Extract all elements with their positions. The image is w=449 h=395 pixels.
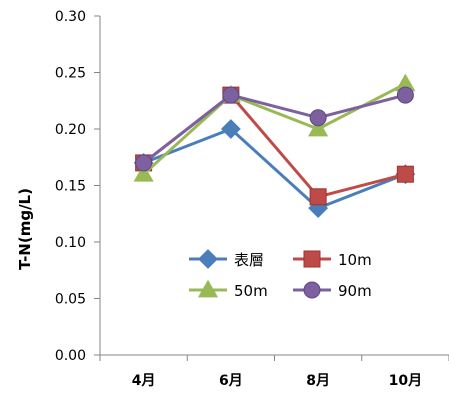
legend-marker <box>197 279 219 298</box>
x-tick-label: 10月 <box>389 373 422 389</box>
y-tick-label: 0.00 <box>55 348 86 364</box>
legend-marker <box>198 249 218 269</box>
legend-item: 表層 <box>189 249 264 269</box>
legend-item: 90m <box>293 281 372 300</box>
y-tick-label: 0.20 <box>55 122 86 138</box>
x-tick-label: 4月 <box>132 373 156 389</box>
legend-item: 50m <box>189 279 268 300</box>
data-point <box>220 119 241 139</box>
series-layer <box>133 73 416 219</box>
y-tick-label: 0.25 <box>55 66 86 82</box>
legend-label: 10m <box>338 251 372 269</box>
x-tick-label: 6月 <box>219 373 243 389</box>
data-point <box>396 165 414 183</box>
data-point <box>309 109 327 127</box>
series-2 <box>133 73 416 182</box>
data-point <box>309 188 327 206</box>
y-tick-label: 0.05 <box>55 292 86 308</box>
y-tick-label: 0.30 <box>55 9 86 25</box>
legend-label: 90m <box>338 282 372 300</box>
legend-label: 表層 <box>234 251 264 269</box>
data-point <box>396 86 414 104</box>
series-line <box>142 93 406 165</box>
y-axis-label: T-N(mg/L) <box>16 188 34 270</box>
series-0 <box>133 119 416 219</box>
y-tick-label: 0.15 <box>55 179 86 195</box>
series-line <box>143 127 406 210</box>
data-point <box>133 163 154 182</box>
data-point <box>135 154 153 172</box>
legend: 表層 10m 50m 90m <box>189 249 372 300</box>
series-line <box>142 82 407 176</box>
data-point <box>308 118 329 137</box>
x-tick-label: 8月 <box>306 373 330 389</box>
data-point <box>222 86 240 104</box>
legend-marker <box>303 281 321 299</box>
series-3 <box>135 86 414 172</box>
legend-label: 50m <box>234 282 268 300</box>
series-line <box>142 93 406 199</box>
axes-layer: 0.00 0.05 0.10 0.15 0.20 0.25 0.30 4月 6月 8月 10月 <box>55 9 449 389</box>
legend-item: 10m <box>293 250 372 269</box>
legend-marker <box>303 250 321 268</box>
y-tick-label: 0.10 <box>55 235 86 251</box>
